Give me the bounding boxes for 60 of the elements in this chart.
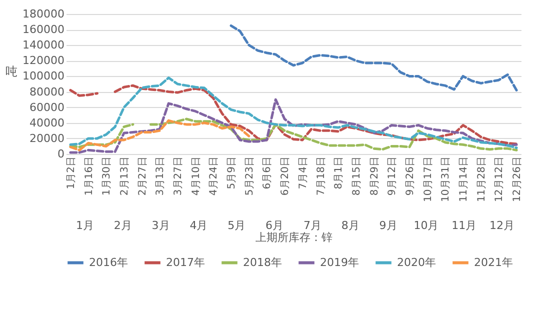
x-tick-label: 9月12日 xyxy=(387,156,398,196)
y-tick-label: 0 xyxy=(58,148,64,160)
line-series xyxy=(69,98,518,154)
x-tick-label: 3月13日 xyxy=(155,156,166,196)
x-tick-label: 1月16日 xyxy=(84,156,95,196)
x-tick-label: 7月4日 xyxy=(298,156,309,190)
text: 3月 xyxy=(152,219,170,232)
x-tick-label: 9月26日 xyxy=(404,156,416,196)
x-tick-label: 8月29日 xyxy=(369,156,380,196)
line-series xyxy=(69,119,250,152)
x-tick-label: 10月31日 xyxy=(440,156,452,202)
x-tick-label: 10月17日 xyxy=(422,156,434,202)
x-tick-label: 5月23日 xyxy=(244,156,256,196)
text: 6月 xyxy=(266,219,284,232)
legend-label: 2020年 xyxy=(397,256,436,269)
legend-label: 2021年 xyxy=(474,256,513,269)
x-tick-label: 5月9日 xyxy=(226,156,238,190)
x-tick-label: 3月27日 xyxy=(173,156,184,196)
y-tick-label: 100000 xyxy=(22,70,64,83)
y-tick-label: 80000 xyxy=(30,85,64,98)
legend-label: 2019年 xyxy=(320,256,359,269)
x-tick-label: 8月1日 xyxy=(334,156,345,190)
x-tick-label: 4月24日 xyxy=(208,156,220,196)
line-series xyxy=(230,24,518,92)
line-series xyxy=(69,76,518,150)
x-tick-label: 7月18日 xyxy=(316,156,327,196)
text: 4月 xyxy=(190,219,208,232)
x-tick-label: 1月2日 xyxy=(66,156,77,190)
y-tick-label: 160000 xyxy=(22,23,64,36)
y-tick-label: 40000 xyxy=(30,116,64,130)
text: 12月 xyxy=(490,219,515,232)
y-tick-label: 20000 xyxy=(30,132,64,145)
text: 11月 xyxy=(452,219,477,232)
text: 10月 xyxy=(414,219,439,232)
x-tick-label: 4月10日 xyxy=(190,156,202,196)
x-tick-label: 2月27日 xyxy=(137,156,148,196)
y-tick-label: 120000 xyxy=(22,54,64,68)
legend-label: 2016年 xyxy=(89,256,128,269)
x-tick-label: 6月20日 xyxy=(280,156,292,196)
y-axis-title: 吨 xyxy=(6,64,18,78)
text: 5月 xyxy=(228,219,246,232)
text: 9月 xyxy=(379,219,398,232)
x-tick-label: 11月28日 xyxy=(476,156,488,202)
text: 1月 xyxy=(76,219,94,232)
x-axis-title: 上期所库存：锌 xyxy=(256,230,332,244)
text: 8月 xyxy=(341,219,360,232)
text: 2月 xyxy=(114,219,132,232)
y-tick-label: 140000 xyxy=(22,38,64,52)
x-tick-label: 8月15日 xyxy=(351,156,362,196)
legend-label: 2018年 xyxy=(243,256,282,269)
y-tick-label: 60000 xyxy=(30,100,64,114)
y-tick-label: 180000 xyxy=(22,8,64,20)
legend-label: 2017年 xyxy=(166,256,205,269)
x-tick-label: 2月13日 xyxy=(119,156,130,196)
x-tick-label: 12月12日 xyxy=(494,156,506,202)
x-tick-label: 11月14日 xyxy=(458,156,470,202)
text: 7月 xyxy=(303,219,322,232)
x-tick-label: 1月30日 xyxy=(102,156,113,196)
x-tick-label: 6月6日 xyxy=(262,156,274,190)
x-tick-label: 12月26日 xyxy=(512,156,524,202)
